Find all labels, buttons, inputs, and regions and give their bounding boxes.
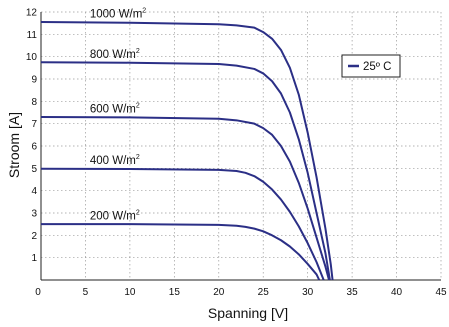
curve-label: 600 W/m2 xyxy=(90,103,140,116)
x-tick-label: 30 xyxy=(302,287,314,298)
legend-box xyxy=(341,54,401,78)
curve-label: 800 W/m2 xyxy=(90,48,140,61)
legend: 25º C xyxy=(341,54,401,78)
series-line xyxy=(41,223,321,281)
x-tick-label: 35 xyxy=(347,287,359,298)
curve-label: 200 W/m2 xyxy=(90,210,140,223)
y-tick-label: 10 xyxy=(26,52,38,63)
y-tick-label: 4 xyxy=(31,186,37,197)
x-tick-label: 15 xyxy=(169,287,181,298)
series-lines xyxy=(40,21,334,281)
series-line xyxy=(40,167,325,281)
x-tick-label: 20 xyxy=(213,287,225,298)
y-tick-label: 11 xyxy=(27,30,38,41)
x-tick-label: 5 xyxy=(83,287,89,298)
y-tick-label: 7 xyxy=(31,119,37,130)
x-tick-label: 40 xyxy=(391,287,403,298)
x-tick-label: 10 xyxy=(124,287,136,298)
x-tick-label: 45 xyxy=(435,287,447,298)
y-tick-label: 1 xyxy=(31,253,37,264)
x-axis-title: Spanning [V] xyxy=(208,305,288,321)
series-line xyxy=(40,115,330,281)
y-axis-title: Stroom [A] xyxy=(6,112,22,178)
y-tick-label: 12 xyxy=(26,8,38,19)
curve-label: 400 W/m2 xyxy=(90,154,140,167)
curve-labels: 1000 W/m2 800 W/m2 600 W/m2 400 W/m2 200 W/m… xyxy=(90,8,146,223)
x-tick-labels: 0 5 10 15 20 25 30 35 40 45 xyxy=(35,287,447,298)
y-tick-label: 9 xyxy=(31,75,37,86)
series-line xyxy=(40,61,331,281)
y-tick-label: 2 xyxy=(31,231,37,242)
y-tick-label: 3 xyxy=(31,209,37,220)
y-tick-label: 6 xyxy=(31,142,37,153)
y-tick-label: 5 xyxy=(31,164,37,175)
x-tick-label: 0 xyxy=(35,287,41,298)
series-line xyxy=(40,21,334,281)
curve-label: 1000 W/m2 xyxy=(90,8,146,21)
y-tick-label: 8 xyxy=(31,97,37,108)
axes xyxy=(40,12,441,281)
x-tick-label: 25 xyxy=(258,287,270,298)
legend-label: 25º C xyxy=(363,61,392,73)
